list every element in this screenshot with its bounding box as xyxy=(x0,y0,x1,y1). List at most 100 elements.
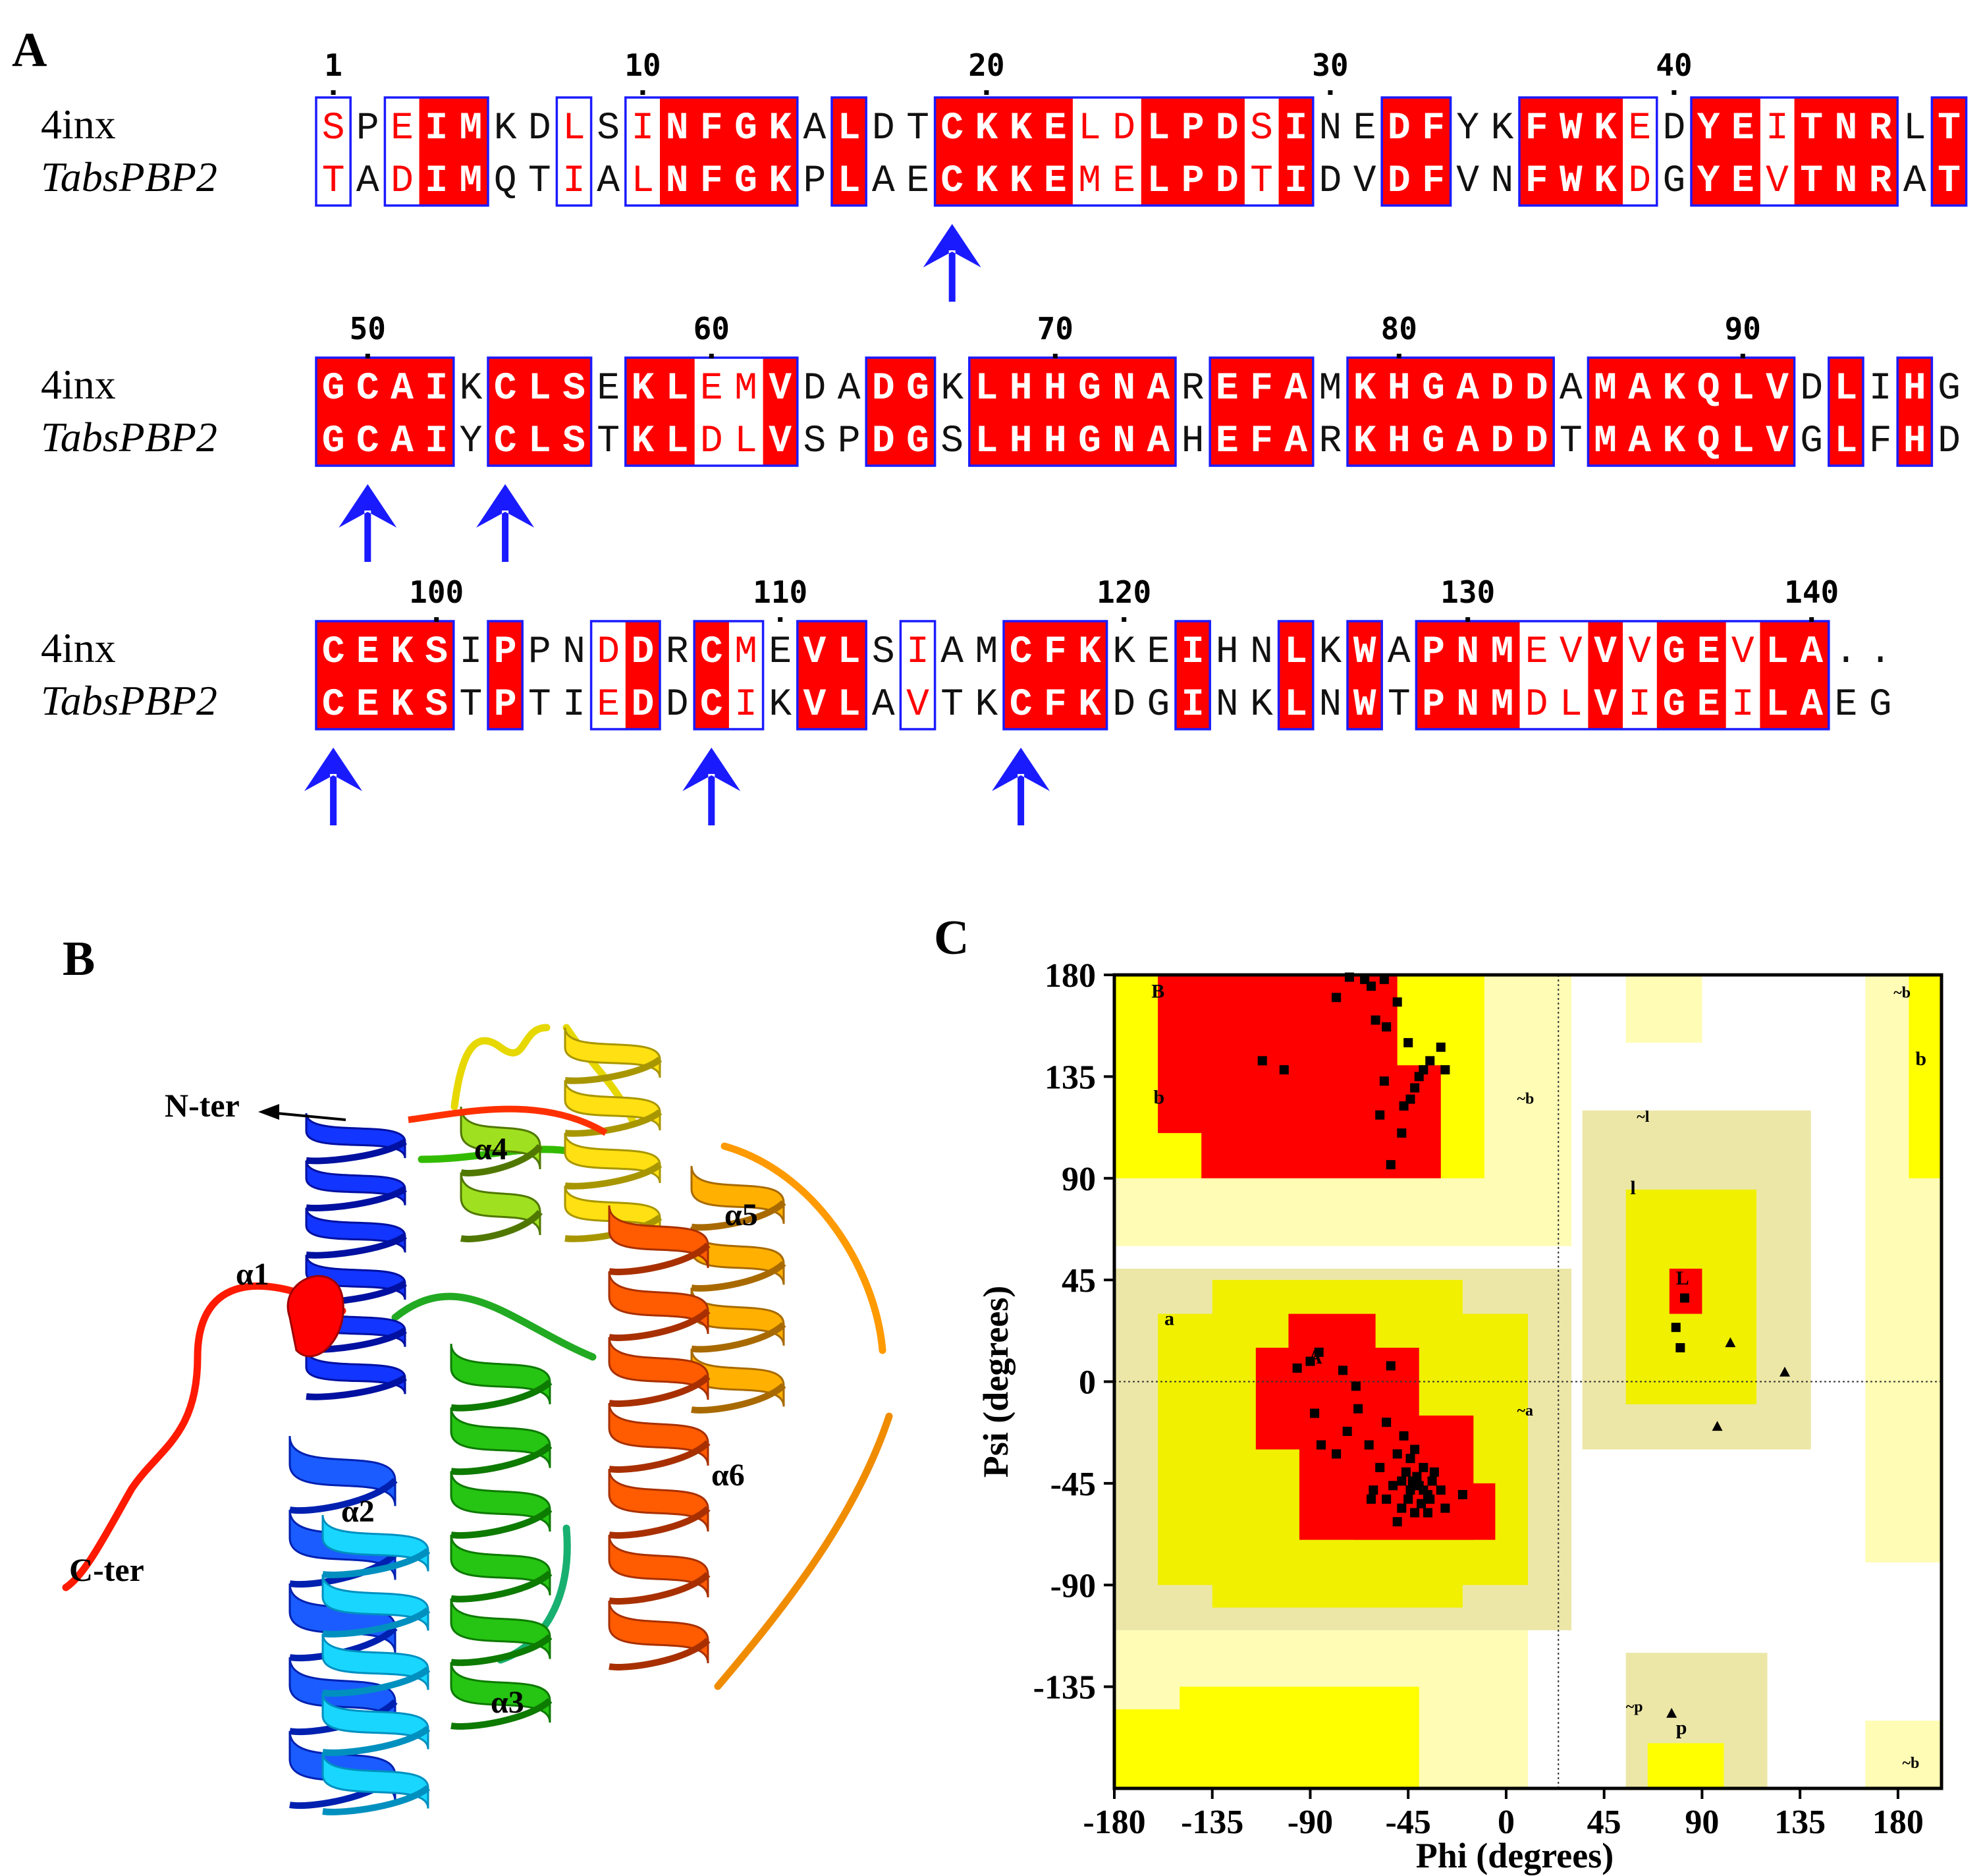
residue: C xyxy=(356,368,379,410)
y-tick-label: -45 xyxy=(1050,1466,1096,1503)
identity-fill xyxy=(1382,97,1417,206)
residue: D xyxy=(1216,160,1239,203)
identity-fill xyxy=(969,358,1004,466)
residue: G xyxy=(1662,631,1685,674)
ruler-number: 140 xyxy=(1784,574,1839,610)
residue-point xyxy=(1405,1485,1415,1495)
residue: L xyxy=(1147,160,1170,203)
helix-ribbon xyxy=(450,1471,551,1532)
residue: K xyxy=(459,368,482,410)
residue: L xyxy=(1560,684,1583,727)
residue: M xyxy=(1078,160,1101,203)
residue-point xyxy=(1332,993,1342,1003)
residue: N xyxy=(1834,160,1857,203)
residue: N xyxy=(666,107,689,150)
helix-ribbon xyxy=(321,1692,429,1750)
residue: T xyxy=(1800,160,1823,203)
residue: G xyxy=(734,160,757,203)
loop-green-2 xyxy=(391,1292,597,1361)
n-terminus-arrowhead xyxy=(258,1104,279,1120)
residue: C xyxy=(322,684,345,727)
residue: M xyxy=(1490,631,1513,674)
residue-point xyxy=(1310,1408,1320,1418)
residue: I xyxy=(459,631,482,674)
conservation-box xyxy=(487,356,593,467)
residue: I xyxy=(1284,160,1307,203)
helix-ribbon xyxy=(608,1337,709,1400)
identity-fill xyxy=(1004,621,1039,729)
residue: G xyxy=(1422,368,1445,410)
residue-point xyxy=(1425,1494,1435,1504)
residue: D xyxy=(1388,107,1411,150)
y-tick-label: 180 xyxy=(1045,957,1096,995)
helix-back xyxy=(609,1374,711,1407)
residue: E xyxy=(769,631,792,674)
identity-fill xyxy=(1278,358,1314,466)
ruler-dot xyxy=(984,90,989,95)
residue-point xyxy=(1440,1065,1450,1075)
residue: T xyxy=(940,684,964,727)
identity-fill xyxy=(1484,358,1520,466)
residue: K xyxy=(975,107,998,150)
residue: T xyxy=(1388,684,1411,727)
residue: H xyxy=(1216,631,1239,674)
identity-fill xyxy=(832,97,867,206)
helix-back xyxy=(306,1233,407,1259)
residue: T xyxy=(1938,107,1961,150)
conservation-box xyxy=(1518,96,1658,207)
conservation-box xyxy=(315,96,352,207)
residue: G xyxy=(1078,420,1101,463)
identity-fill xyxy=(1725,97,1760,206)
residue: A xyxy=(391,420,414,463)
identity-fill xyxy=(935,97,970,206)
identity-fill xyxy=(832,621,867,729)
identity-fill xyxy=(419,358,454,466)
residue: D xyxy=(528,107,551,150)
residue-point xyxy=(1405,1454,1415,1464)
residue-point xyxy=(1671,1323,1681,1333)
residue: K xyxy=(1594,160,1617,203)
residue: D xyxy=(1112,684,1135,727)
residue: K xyxy=(391,631,414,674)
helix-label: α4 xyxy=(474,1132,508,1167)
panel-a: ASTPAEDIIMMKQDTLISAILNNFFGGKKAPLLDATECCK… xyxy=(12,23,1968,825)
helix-ribbon xyxy=(305,1160,406,1206)
residue: V xyxy=(803,684,826,727)
x-tick-label: 45 xyxy=(1587,1804,1621,1841)
residue-point xyxy=(1419,1462,1428,1472)
residue: A xyxy=(1147,368,1170,410)
ruler-dot xyxy=(1809,617,1814,622)
identity-fill xyxy=(866,358,901,466)
residue: I xyxy=(734,684,757,727)
region-label: p xyxy=(1676,1717,1687,1739)
identity-fill xyxy=(660,97,695,206)
residue-point xyxy=(1371,1015,1380,1025)
ruler-number: 110 xyxy=(753,574,807,610)
identity-fill xyxy=(969,97,1004,206)
residue: E xyxy=(1044,107,1067,150)
residue: E xyxy=(356,684,379,727)
helix-ribbon xyxy=(288,1435,396,1506)
residue: V xyxy=(1560,631,1583,674)
residue: G xyxy=(1938,368,1961,410)
y-tick-label: 90 xyxy=(1062,1161,1096,1198)
helix-label: α2 xyxy=(341,1494,375,1529)
residue: D xyxy=(1628,160,1651,203)
identity-fill xyxy=(350,358,385,466)
residue: G xyxy=(1662,160,1685,203)
conservation-box xyxy=(1174,620,1211,731)
residue: D xyxy=(391,160,414,203)
residue: I xyxy=(425,160,448,203)
residue: Y xyxy=(1697,107,1720,150)
identity-fill xyxy=(763,97,798,206)
helix-4 xyxy=(460,1106,543,1242)
cysteine-arrow xyxy=(339,484,397,562)
helix-back xyxy=(450,1506,553,1539)
residue: A xyxy=(1147,420,1170,463)
residue: E xyxy=(1731,160,1754,203)
y-tick-label: 0 xyxy=(1079,1364,1096,1402)
residue: V xyxy=(1731,631,1754,674)
cysteine-arrow xyxy=(682,748,741,825)
residue: D xyxy=(1662,107,1685,150)
identity-fill xyxy=(1450,621,1486,729)
